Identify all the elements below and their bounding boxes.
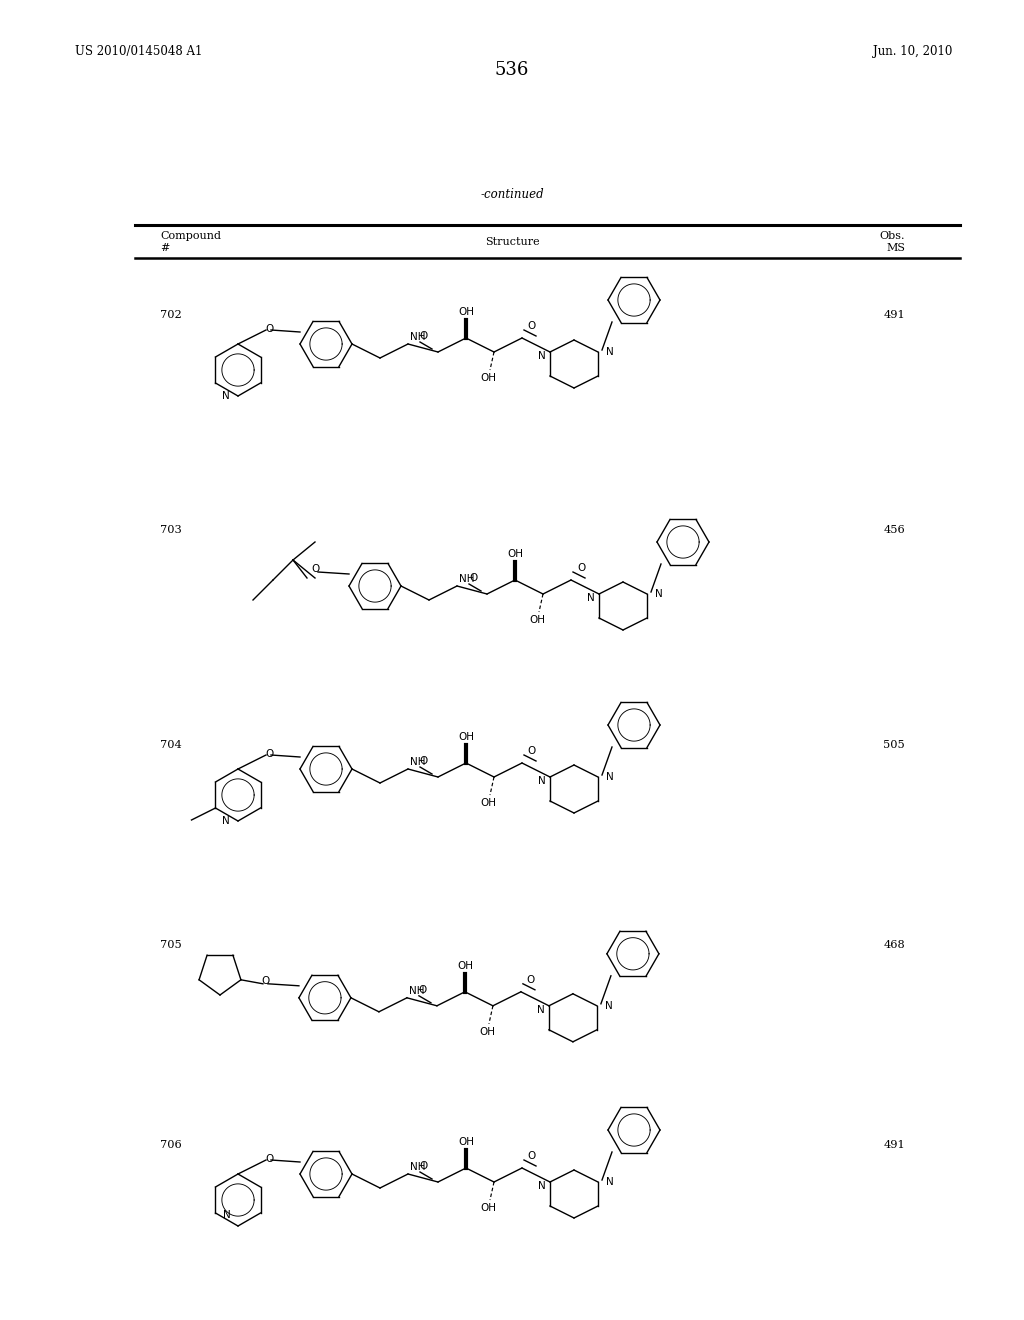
- Text: O: O: [526, 974, 536, 985]
- Text: N: N: [655, 589, 663, 599]
- Text: 491: 491: [884, 1140, 905, 1150]
- Text: O: O: [469, 573, 477, 583]
- Text: O: O: [528, 746, 537, 756]
- Text: N: N: [223, 1210, 231, 1220]
- Text: OH: OH: [480, 1203, 496, 1213]
- Text: N: N: [537, 1005, 545, 1015]
- Text: O: O: [311, 564, 319, 574]
- Text: N: N: [539, 776, 546, 785]
- Text: O: O: [420, 756, 428, 766]
- Text: N: N: [539, 351, 546, 360]
- Text: N: N: [606, 772, 613, 781]
- Text: N: N: [587, 593, 595, 603]
- Text: N: N: [605, 1001, 612, 1011]
- Text: N: N: [539, 1181, 546, 1191]
- Text: O: O: [262, 975, 270, 986]
- Text: O: O: [420, 331, 428, 341]
- Text: O: O: [577, 564, 585, 573]
- Text: Compound: Compound: [160, 231, 221, 242]
- Text: NH: NH: [410, 756, 426, 767]
- Text: OH: OH: [529, 615, 545, 624]
- Text: OH: OH: [457, 961, 473, 970]
- Text: Jun. 10, 2010: Jun. 10, 2010: [872, 45, 952, 58]
- Text: MS: MS: [886, 243, 905, 253]
- Text: 468: 468: [884, 940, 905, 950]
- Text: OH: OH: [458, 308, 474, 317]
- Text: OH: OH: [480, 799, 496, 808]
- Text: N: N: [606, 347, 613, 356]
- Text: 456: 456: [884, 525, 905, 535]
- Text: Obs.: Obs.: [880, 231, 905, 242]
- Text: 702: 702: [160, 310, 181, 319]
- Text: NH: NH: [409, 986, 424, 995]
- Text: OH: OH: [480, 374, 496, 383]
- Text: US 2010/0145048 A1: US 2010/0145048 A1: [75, 45, 203, 58]
- Text: 703: 703: [160, 525, 181, 535]
- Text: #: #: [160, 243, 169, 253]
- Text: N: N: [222, 391, 230, 401]
- Text: 706: 706: [160, 1140, 181, 1150]
- Text: 704: 704: [160, 741, 181, 750]
- Text: 491: 491: [884, 310, 905, 319]
- Text: O: O: [420, 1162, 428, 1171]
- Text: 505: 505: [884, 741, 905, 750]
- Text: OH: OH: [458, 1137, 474, 1147]
- Text: O: O: [419, 985, 427, 995]
- Text: OH: OH: [507, 549, 523, 558]
- Text: -continued: -continued: [480, 189, 544, 202]
- Text: 705: 705: [160, 940, 181, 950]
- Text: OH: OH: [479, 1027, 495, 1036]
- Text: Structure: Structure: [484, 238, 540, 247]
- Text: NH: NH: [410, 1162, 426, 1172]
- Text: NH: NH: [459, 574, 474, 583]
- Text: O: O: [265, 1154, 273, 1164]
- Text: N: N: [606, 1177, 613, 1187]
- Text: 536: 536: [495, 61, 529, 79]
- Text: O: O: [528, 321, 537, 331]
- Text: N: N: [222, 816, 230, 826]
- Text: O: O: [265, 748, 273, 759]
- Text: NH: NH: [410, 333, 426, 342]
- Text: O: O: [265, 323, 273, 334]
- Text: OH: OH: [458, 733, 474, 742]
- Text: O: O: [528, 1151, 537, 1162]
